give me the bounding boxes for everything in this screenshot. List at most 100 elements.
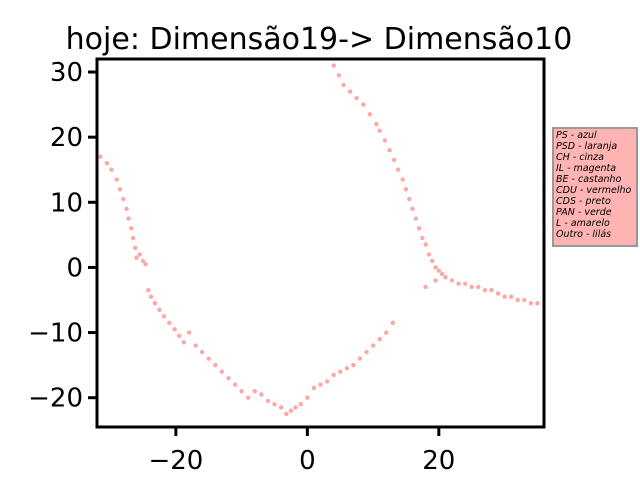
data-point xyxy=(535,301,540,306)
data-point xyxy=(433,278,438,283)
data-point xyxy=(423,284,428,290)
data-point xyxy=(347,89,353,94)
data-point xyxy=(186,330,192,335)
data-point xyxy=(157,307,162,312)
data-point xyxy=(219,369,225,374)
data-point xyxy=(357,356,363,361)
data-point xyxy=(331,372,336,378)
data-point xyxy=(245,395,251,400)
data-point xyxy=(124,206,129,212)
data-point xyxy=(400,177,405,182)
data-point xyxy=(433,265,438,270)
data-point xyxy=(226,375,231,381)
data-point xyxy=(522,297,527,303)
data-point xyxy=(130,235,136,241)
data-point xyxy=(413,216,419,221)
data-point xyxy=(318,382,323,387)
legend-entry: CH - cinza xyxy=(556,152,604,163)
data-point xyxy=(391,157,397,163)
data-point xyxy=(390,320,396,325)
data-point xyxy=(126,216,131,221)
data-point xyxy=(338,369,343,374)
data-point xyxy=(361,102,366,107)
data-point xyxy=(298,402,303,407)
data-point xyxy=(121,196,126,202)
data-point xyxy=(193,343,198,348)
data-point xyxy=(288,408,294,413)
data-point xyxy=(436,268,442,273)
data-point xyxy=(410,206,415,212)
data-point xyxy=(167,320,172,325)
data-point xyxy=(382,138,388,143)
y-tick-label: 0 xyxy=(66,253,83,283)
data-point xyxy=(377,336,382,342)
data-point xyxy=(152,301,158,306)
data-point xyxy=(259,392,264,397)
data-point xyxy=(439,271,445,277)
data-point xyxy=(367,112,373,117)
data-point xyxy=(128,226,134,231)
data-point xyxy=(482,288,488,293)
data-point xyxy=(351,362,356,368)
x-axis: −20 0 20 xyxy=(148,427,455,476)
chart-title: hoje: Dimensão19-> Dimensão10 xyxy=(66,22,573,57)
data-point xyxy=(502,294,507,299)
data-point xyxy=(132,245,138,251)
data-point xyxy=(395,167,401,172)
data-point xyxy=(239,388,244,394)
data-point xyxy=(293,405,298,410)
data-point xyxy=(213,362,218,368)
data-point xyxy=(104,161,110,166)
y-tick-label: 10 xyxy=(50,188,83,218)
data-point xyxy=(336,73,342,78)
legend-entry: BE - castanho xyxy=(556,174,622,185)
data-point xyxy=(528,301,534,306)
data-point xyxy=(148,294,154,299)
data-point xyxy=(146,288,151,293)
data-point xyxy=(456,281,461,286)
x-tick-label: 0 xyxy=(299,446,316,476)
data-point xyxy=(416,226,422,231)
data-point xyxy=(420,235,425,241)
data-point xyxy=(344,366,349,371)
legend-entry: L - amarelo xyxy=(556,218,610,229)
legend-entry: IL - magenta xyxy=(556,163,616,174)
legend-entry: CDS - preto xyxy=(556,196,611,207)
data-point xyxy=(354,95,359,101)
data-point xyxy=(407,196,412,202)
data-point xyxy=(370,343,376,348)
x-tick-label: 20 xyxy=(422,446,455,476)
data-point xyxy=(384,330,389,335)
data-point xyxy=(109,167,114,172)
data-point xyxy=(508,294,514,299)
y-tick-label: −10 xyxy=(28,319,83,349)
data-point xyxy=(374,121,379,127)
data-point xyxy=(331,63,336,68)
y-tick-label: −20 xyxy=(28,384,83,414)
data-point xyxy=(284,411,289,417)
data-point xyxy=(495,291,501,296)
legend-box xyxy=(552,127,638,247)
data-point xyxy=(387,147,392,153)
y-tick-label: 20 xyxy=(50,123,83,153)
data-point xyxy=(423,242,428,247)
data-point xyxy=(114,177,119,182)
data-point xyxy=(206,356,211,361)
legend-entry: CDU - vermelho xyxy=(556,185,632,196)
legend-entry: PAN - verde xyxy=(556,207,612,218)
data-point xyxy=(161,314,167,319)
data-point xyxy=(462,281,468,286)
data-point xyxy=(443,274,448,280)
data-points xyxy=(98,63,540,417)
x-tick-label: −20 xyxy=(148,446,203,476)
data-point xyxy=(311,385,317,391)
data-point xyxy=(515,297,520,303)
data-point xyxy=(403,187,409,192)
data-point xyxy=(181,340,186,345)
legend-entry: PS - azul xyxy=(556,130,597,141)
y-tick-label: 30 xyxy=(50,58,83,88)
data-point xyxy=(98,154,103,159)
data-point xyxy=(476,284,481,290)
data-point xyxy=(278,405,284,410)
